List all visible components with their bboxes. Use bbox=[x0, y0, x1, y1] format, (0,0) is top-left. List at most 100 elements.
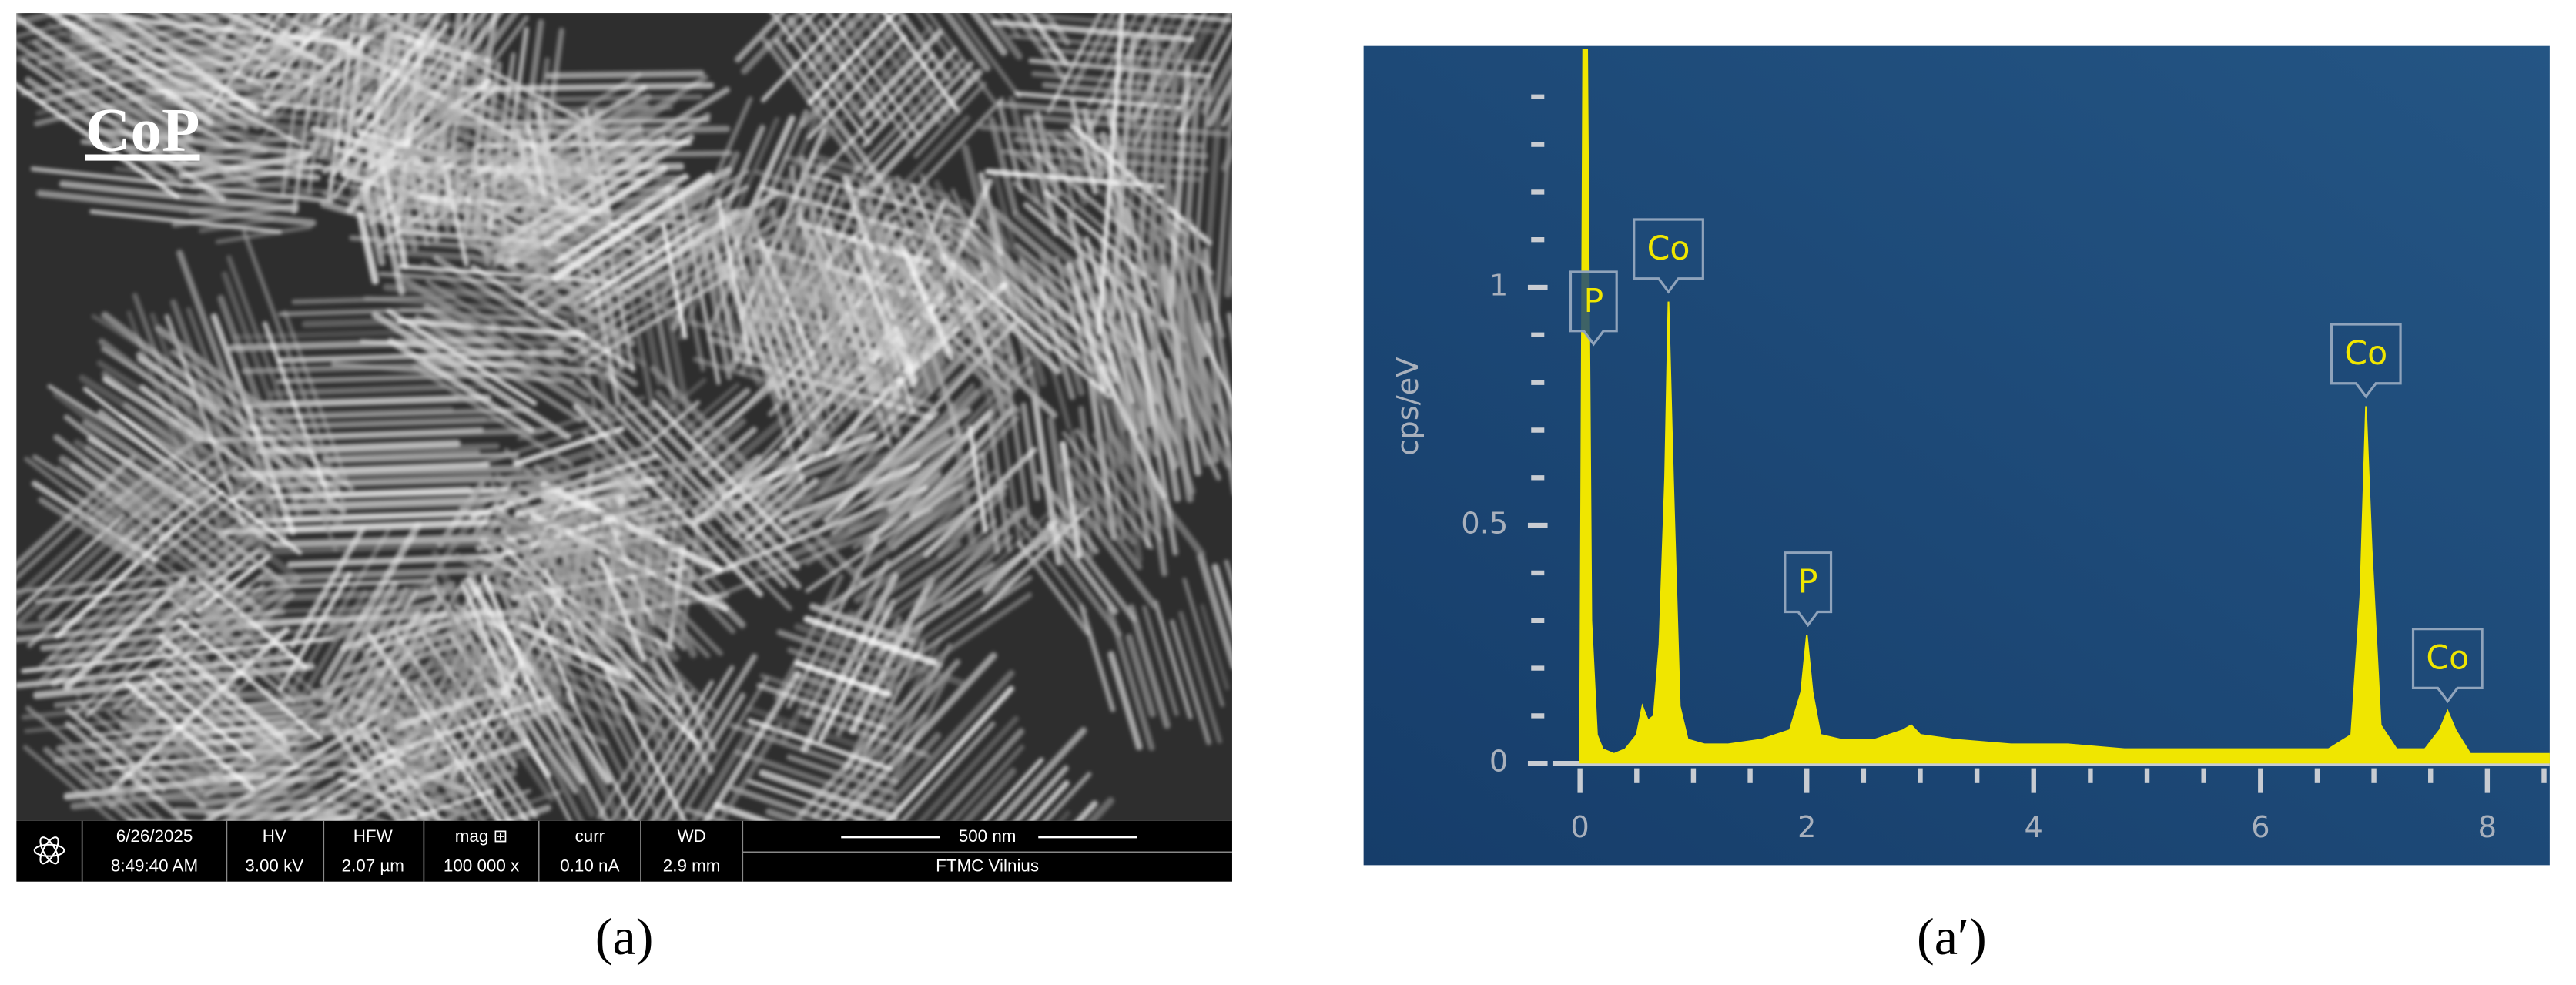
nanorod bbox=[84, 444, 240, 565]
nanorod bbox=[243, 13, 309, 46]
nanorod bbox=[899, 721, 996, 821]
nanorod bbox=[970, 13, 1008, 56]
nanorod bbox=[734, 749, 903, 811]
nanorod bbox=[330, 361, 575, 384]
spectrum-clip bbox=[1579, 49, 2550, 764]
nanorod bbox=[1101, 404, 1127, 541]
nanorod bbox=[337, 712, 417, 821]
nanorod bbox=[469, 789, 563, 821]
nanorod bbox=[470, 102, 650, 226]
nanorod bbox=[25, 705, 167, 821]
nanorod bbox=[16, 43, 224, 156]
nanorod bbox=[610, 501, 667, 624]
nanorod bbox=[786, 407, 972, 538]
nanorod bbox=[1113, 403, 1143, 564]
nanorod bbox=[1116, 63, 1144, 350]
nanorod bbox=[995, 727, 1087, 821]
nanorod bbox=[101, 311, 343, 498]
nanorod bbox=[217, 518, 489, 536]
nanorod bbox=[71, 13, 232, 122]
nanorod bbox=[712, 246, 784, 401]
nanorod bbox=[614, 615, 705, 786]
nanorod bbox=[757, 263, 822, 406]
nanorod bbox=[849, 576, 936, 735]
nanorod bbox=[889, 96, 1005, 218]
nanorod bbox=[1065, 261, 1108, 393]
nanorod bbox=[796, 213, 880, 394]
info-time: 8:49:40 AM bbox=[111, 856, 198, 875]
nanorod bbox=[255, 508, 504, 524]
nanorod bbox=[1182, 578, 1224, 707]
nanorod bbox=[1227, 312, 1232, 347]
nanorod bbox=[56, 465, 243, 609]
nanorod bbox=[36, 189, 317, 226]
nanorod bbox=[406, 52, 578, 146]
nanorod bbox=[852, 464, 976, 550]
nanorod bbox=[809, 603, 916, 645]
nanorod bbox=[1224, 559, 1232, 589]
nanorod bbox=[894, 175, 970, 337]
spectrum-area bbox=[1579, 49, 2550, 764]
nanorod bbox=[806, 13, 899, 106]
annotation-box bbox=[2330, 323, 2402, 399]
nanorod bbox=[97, 409, 276, 548]
nanorod bbox=[435, 789, 531, 821]
nanorod bbox=[524, 559, 572, 663]
nanorod bbox=[936, 255, 1061, 374]
nanorod bbox=[980, 198, 1112, 312]
nanorod bbox=[990, 18, 1196, 43]
nanorod bbox=[91, 682, 232, 800]
nanorod bbox=[470, 264, 635, 371]
nanorod bbox=[1013, 765, 1069, 821]
nanorod bbox=[1017, 541, 1090, 636]
nanorod bbox=[331, 22, 449, 176]
nanorod bbox=[423, 303, 608, 423]
nanorod bbox=[1149, 349, 1181, 502]
nanorod bbox=[131, 0, 283, 5]
nanorod bbox=[420, 260, 612, 384]
info-value: 0.10 nA bbox=[560, 856, 619, 875]
nanorod bbox=[489, 109, 604, 188]
nanorod bbox=[571, 525, 618, 626]
nanorod bbox=[891, 671, 952, 781]
nanorod bbox=[1069, 13, 1117, 93]
nanorod bbox=[798, 709, 931, 759]
nanorod bbox=[1132, 311, 1178, 556]
nanorod bbox=[158, 547, 262, 628]
nanorod bbox=[787, 647, 891, 687]
nanorod bbox=[594, 675, 658, 792]
nanorod bbox=[535, 466, 705, 551]
nanorod bbox=[501, 441, 615, 484]
nanorod bbox=[998, 13, 1020, 39]
nanorod bbox=[761, 13, 849, 102]
nanorod bbox=[876, 511, 1027, 616]
nanorod bbox=[174, 575, 286, 661]
nanorod bbox=[16, 489, 113, 582]
nanorod bbox=[1125, 633, 1156, 718]
nanorod bbox=[136, 351, 347, 514]
nanorod bbox=[460, 233, 636, 347]
nanorod bbox=[1221, 103, 1232, 127]
info-value: 3.00 kV bbox=[245, 856, 303, 875]
nanorod bbox=[255, 440, 461, 455]
nanorod bbox=[69, 33, 249, 130]
nanorod bbox=[521, 179, 665, 277]
nanorod bbox=[543, 171, 655, 248]
nanorod bbox=[803, 615, 938, 667]
nanorod bbox=[967, 425, 988, 534]
nanorod bbox=[433, 255, 638, 387]
annotation-box bbox=[2411, 628, 2484, 704]
nanorod bbox=[195, 575, 308, 670]
nanorod bbox=[1206, 73, 1232, 128]
nanorod bbox=[950, 745, 1025, 821]
info-bar-bg bbox=[16, 820, 1232, 882]
nanorod bbox=[765, 808, 807, 821]
nanorod bbox=[270, 13, 358, 57]
info-label: curr bbox=[575, 826, 605, 846]
nanorod bbox=[815, 25, 933, 149]
nanorod bbox=[890, 414, 1020, 551]
plot: 0 0.5 1 cps/eV 0 2 4 6 8 P Co P Co Co bbox=[1391, 49, 2550, 845]
nanorod bbox=[246, 709, 430, 821]
nanorod bbox=[215, 225, 313, 244]
nanorod bbox=[153, 795, 331, 809]
